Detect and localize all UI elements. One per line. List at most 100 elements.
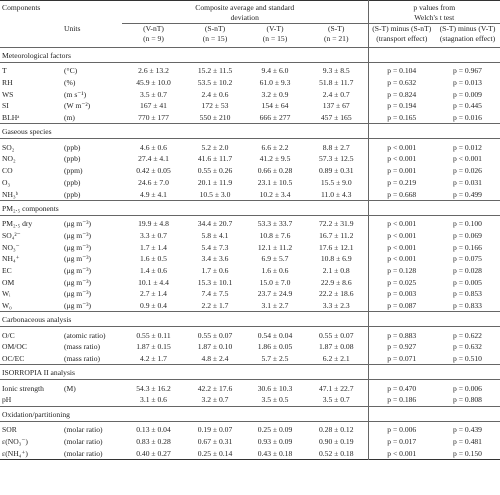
value-cell: 0.93 ± 0.09 (257, 436, 293, 446)
header-p: p values from Welch's t test (367, 0, 500, 24)
value-cell: 172 ± 53 (201, 101, 229, 111)
value-cell: 1.7 ± 0.6 (201, 265, 229, 275)
component-name: OM/OC (2, 342, 27, 352)
p-value: p = 0.025 (367, 276, 435, 288)
value-cell: 2.2 ± 1.7 (201, 301, 229, 311)
p-value: p = 0.100 (453, 219, 482, 229)
value-cell: 0.19 ± 0.07 (197, 425, 233, 435)
section-spacer (367, 123, 500, 140)
component-name: SO₂ (2, 142, 15, 152)
header-p-text: p values from (413, 3, 456, 12)
unit: (W m⁻²) (64, 101, 91, 111)
value-cell: 20.1 ± 11.9 (197, 177, 233, 187)
value-cell: 7.4 ± 7.5 (201, 289, 229, 299)
component-name: EC (2, 265, 12, 275)
unit: (°C) (64, 66, 78, 76)
value-cell: 4.2 ± 1.7 (140, 354, 167, 364)
p-value: p = 0.883 (367, 326, 435, 342)
header-units: Units (64, 23, 81, 33)
value-cell: 1.87 ± 0.10 (197, 342, 233, 352)
value-cell: 0.42 ± 0.05 (136, 166, 171, 176)
value-cell: 1.6 ± 0.5 (140, 254, 167, 264)
data-row: OC/EC (mass ratio) 4.2 ± 1.7 4.8 ± 2.4 5.7 ±… (0, 352, 500, 365)
value-cell: 550 ± 210 (199, 113, 231, 123)
value-cell: 0.66 ± 0.28 (257, 166, 293, 176)
data-row: NH₃ᵇ (ppb) 4.9 ± 4.1 10.5 ± 3.0 10.2 ± 3.4 11… (0, 188, 500, 201)
value-cell: 3.1 ± 0.6 (140, 395, 167, 405)
value-cell: 2.4 ± 0.6 (201, 89, 229, 99)
unit: (M) (64, 383, 76, 393)
unit: (molar ratio) (64, 436, 103, 446)
value-cell: 0.55 ± 0.07 (197, 330, 233, 340)
unit: (μg m⁻³) (64, 301, 92, 311)
p-value: p = 0.445 (453, 101, 482, 111)
p-value: p = 0.001 (367, 164, 435, 177)
header-p-test: Welch's t test (414, 13, 455, 22)
unit: (μg m⁻³) (64, 277, 92, 287)
p-value: p = 0.186 (367, 394, 435, 407)
data-row: WS (m s⁻¹) 3.5 ± 0.7 2.4 ± 0.6 3.2 ± 0.9 2.4 … (0, 88, 500, 101)
data-row: NO₂ (ppb) 27.4 ± 4.1 41.6 ± 11.7 41.2 ± 9.5 5… (0, 153, 500, 165)
section-row: Meteorological factors (0, 47, 500, 63)
data-row: EC (μg m⁻³) 1.4 ± 0.6 1.7 ± 0.6 1.6 ± 0.6 2.1… (0, 264, 500, 277)
data-row: Wᵢ (μg m⁻³) 2.7 ± 1.4 7.4 ± 7.5 23.7 ± 24.9 2… (0, 288, 500, 300)
section-row: Gaseous species (0, 123, 500, 140)
value-cell: 4.9 ± 4.1 (140, 189, 167, 199)
data-row: NH₄⁺ (μg m⁻³) 1.6 ± 0.5 3.4 ± 3.6 6.9 ± 5.7 1… (0, 252, 500, 265)
unit: (%) (64, 78, 76, 88)
p-value: p = 0.026 (453, 166, 482, 176)
data-row: ε(NO₃⁻) (molar ratio) 0.83 ± 0.28 0.67 ± 0.… (0, 435, 500, 448)
value-cell: 3.5 ± 0.5 (261, 395, 289, 405)
p-value: p = 0.824 (367, 88, 435, 101)
value-cell: 1.87 ± 0.08 (318, 342, 354, 352)
component-name: O/C (2, 330, 15, 340)
value-cell: 41.2 ± 9.5 (259, 154, 291, 164)
value-cell: 770 ± 177 (138, 113, 169, 123)
value-cell: 53.3 ± 33.7 (257, 219, 293, 229)
p-value: p = 0.075 (453, 254, 482, 264)
component-name: NH₄⁺ (2, 254, 20, 264)
component-name: NO₂ (2, 154, 16, 164)
p-value: p = 0.853 (453, 289, 482, 299)
unit: (ppm) (64, 166, 83, 176)
p-value: p = 0.128 (367, 264, 435, 277)
unit: (μg m⁻³) (64, 242, 92, 252)
value-cell: 1.87 ± 0.15 (136, 342, 171, 352)
p-value: p = 0.003 (367, 288, 435, 300)
unit: (ppb) (64, 142, 81, 152)
p-value: p < 0.001 (367, 229, 435, 242)
component-name: CO (2, 166, 13, 176)
component-name: Wᵢ (2, 289, 11, 299)
group-header: (V-nT) (n = 9) (122, 24, 185, 48)
value-cell: 5.8 ± 4.1 (201, 230, 229, 240)
p-value: p = 0.017 (367, 435, 435, 448)
p-value: p = 0.833 (453, 301, 482, 311)
value-cell: 10.5 ± 3.0 (199, 189, 231, 199)
p-value: p = 0.439 (453, 425, 482, 435)
value-cell: 0.90 ± 0.19 (318, 436, 354, 446)
p-value: p < 0.001 (367, 241, 435, 253)
unit: (μg m⁻³) (64, 265, 92, 275)
p-value: p = 0.006 (453, 383, 482, 393)
section-title: ISORROPIA II analysis (0, 364, 368, 381)
data-row: Ionic strength (M) 54.3 ± 16.2 42.2 ± 17.6 3… (0, 379, 500, 395)
value-cell: 5.2 ± 2.0 (201, 142, 229, 152)
component-name: OM (2, 277, 15, 287)
unit: (μg m⁻³) (64, 219, 92, 229)
value-cell: 457 ± 165 (320, 113, 352, 123)
value-cell: 5.4 ± 7.3 (201, 242, 229, 252)
value-cell: 12.1 ± 11.2 (257, 242, 293, 252)
data-row: NO₃⁻ (μg m⁻³) 1.7 ± 1.4 5.4 ± 7.3 12.1 ± 11.… (0, 241, 500, 253)
p-value: p = 0.009 (453, 89, 482, 99)
value-cell: 3.1 ± 2.7 (261, 301, 289, 311)
data-row: ε(NH₄⁺) (molar ratio) 0.40 ± 0.27 0.25 ± 0.… (0, 447, 500, 460)
value-cell: 10.8 ± 6.9 (320, 254, 352, 264)
value-cell: 27.4 ± 4.1 (138, 154, 169, 164)
value-cell: 0.89 ± 0.31 (318, 166, 354, 176)
section-spacer (367, 311, 500, 328)
value-cell: 3.5 ± 0.7 (140, 89, 167, 99)
data-row: SOR (molar ratio) 0.13 ± 0.04 0.19 ± 0.07 0.… (0, 421, 500, 436)
data-row: BLHᵃ (m) 770 ± 177 550 ± 210 666 ± 277 457 ± … (0, 111, 500, 124)
component-name: BLHᵃ (2, 113, 20, 123)
